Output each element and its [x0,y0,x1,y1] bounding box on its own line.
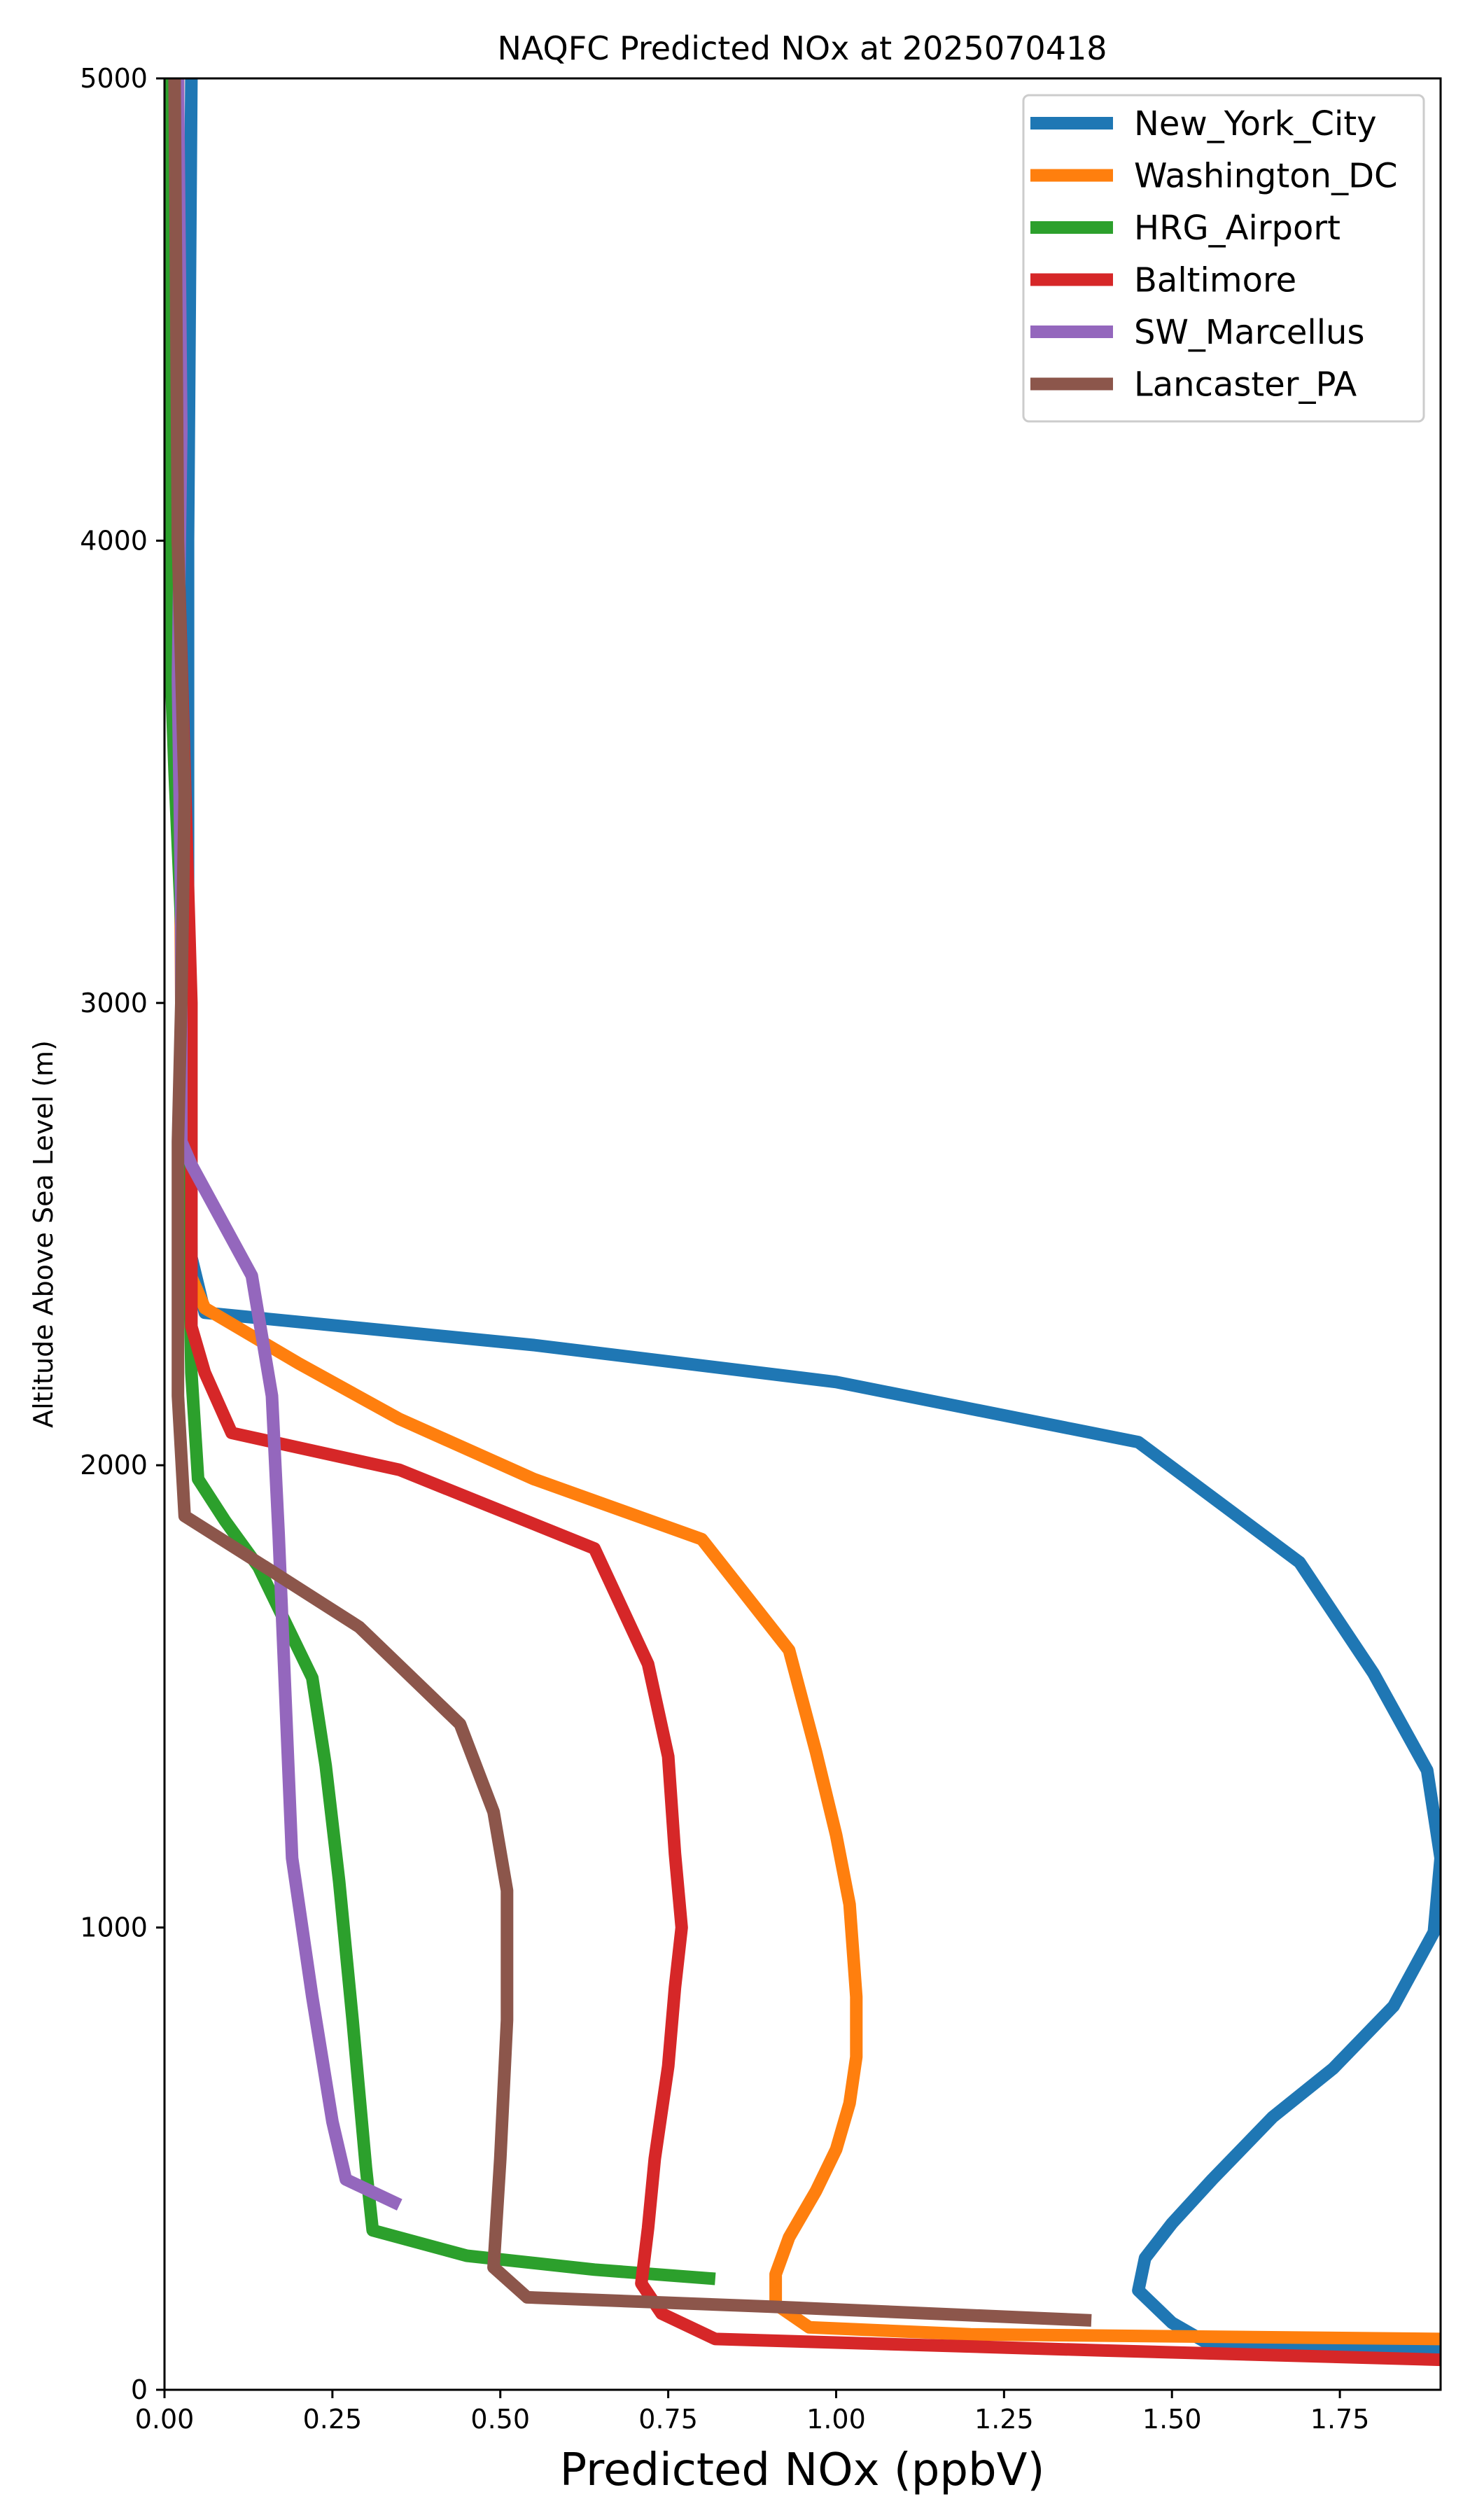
x-tick-label: 1.00 [806,2404,866,2435]
x-tick-label: 0.25 [303,2404,363,2435]
series-line-baltimore [172,78,1441,2367]
x-axis-label: Predicted NOx (ppbV) [560,2444,1045,2496]
chart-title: NAQFC Predicted NOx at 2025070418 [497,29,1107,67]
x-tick-label: 0.00 [135,2404,195,2435]
y-tick-label: 0 [131,2374,148,2405]
legend-label: Lancaster_PA [1134,365,1357,405]
legend: New_York_City Washington_DC HRG_Airport Bal… [1022,94,1425,423]
x-tick-label: 1.50 [1142,2404,1202,2435]
y-tick-label: 5000 [80,63,148,94]
x-axis-ticks: 0.00 0.25 0.50 0.75 1.00 1.25 1.50 1.75 [135,2390,1370,2435]
y-tick-label: 2000 [80,1450,148,1480]
y-axis-ticks: 0 1000 2000 3000 4000 5000 [80,63,164,2405]
plot-frame [163,77,1442,2391]
legend-label: Washington_DC [1134,157,1398,196]
y-axis-label: Altitude Above Sea Level (m) [28,1040,59,1428]
series-line-sw-marcellus [172,78,402,2211]
y-tick-label: 1000 [80,1912,148,1943]
series-line-hrg-airport [164,78,716,2286]
x-tick-label: 1.25 [974,2404,1034,2435]
legend-box [1022,94,1425,423]
y-tick-label: 4000 [80,525,148,556]
legend-label: HRG_Airport [1134,209,1340,248]
legend-label: Baltimore [1134,261,1296,300]
x-tick-label: 1.75 [1310,2404,1370,2435]
legend-label: New_York_City [1134,104,1377,144]
x-tick-label: 0.75 [638,2404,698,2435]
y-tick-label: 3000 [80,988,148,1018]
series-line-washington-dc [172,78,1441,2346]
legend-label: SW_Marcellus [1134,313,1364,352]
x-tick-label: 0.50 [470,2404,530,2435]
series-line-lancaster-pa [168,78,1092,2327]
series-group [164,78,1441,2367]
